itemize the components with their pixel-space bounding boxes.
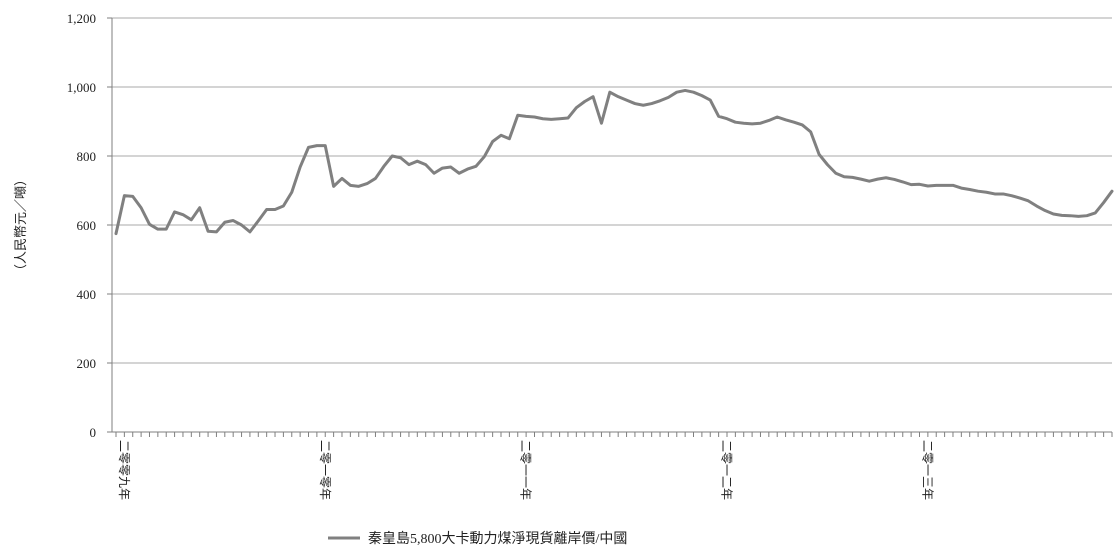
axes <box>107 17 1112 433</box>
legend: 秦皇島5,800大卡動力煤淨現貨離岸價/中國 <box>328 530 627 547</box>
x-category-label: 二零一二年 <box>720 440 734 500</box>
legend-label: 秦皇島5,800大卡動力煤淨現貨離岸價/中國 <box>368 530 627 547</box>
series-line <box>114 88 1114 236</box>
y-tick-labels: 0 200 400 600 800 1,000 1,200 <box>67 11 96 440</box>
y-tick-label: 800 <box>77 149 97 164</box>
x-category-label: 二零一一年 <box>519 440 533 500</box>
x-category-label: 二零一零年 <box>318 440 332 500</box>
y-tick-label: 600 <box>77 218 97 233</box>
y-tick-label: 400 <box>77 287 97 302</box>
series-layer <box>114 88 1114 236</box>
gridlines <box>112 17 1112 364</box>
y-axis-label: （人民幣元／噸） <box>13 173 28 277</box>
y-tick-label: 1,200 <box>67 11 96 26</box>
x-category-label: 二零一三年 <box>920 440 934 500</box>
y-tick-label: 200 <box>77 356 97 371</box>
x-ticks <box>115 432 1113 437</box>
y-tick-label: 1,000 <box>67 80 96 95</box>
x-category-label: 二零零九年 <box>117 440 131 500</box>
x-category-labels: 二零零九年 二零一零年 二零一一年 二零一二年 二零一三年 <box>117 440 934 500</box>
y-tick-label: 0 <box>90 425 97 440</box>
